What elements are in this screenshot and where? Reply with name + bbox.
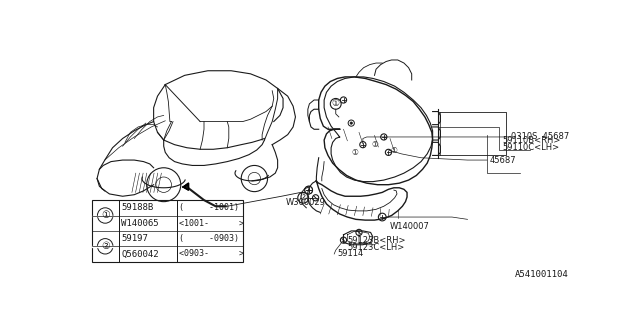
Text: ①: ① [101,211,109,220]
Text: 45687: 45687 [489,156,516,164]
Text: ①: ① [352,148,358,157]
Circle shape [378,213,386,221]
Circle shape [312,195,319,201]
Text: <1001-      >: <1001- > [179,219,244,228]
Bar [92,215,119,216]
Circle shape [298,192,308,203]
Text: ①: ① [390,146,397,155]
Text: Q560042: Q560042 [121,250,159,259]
Circle shape [340,97,347,103]
Circle shape [330,99,341,109]
Bar [92,246,119,247]
Circle shape [348,120,355,126]
Polygon shape [183,183,189,190]
Text: 59188B: 59188B [121,203,154,212]
Circle shape [97,239,113,254]
Text: (     -1001): ( -1001) [179,203,239,212]
Text: W140065: W140065 [121,219,159,228]
Circle shape [385,149,392,156]
Circle shape [360,141,366,148]
Text: 0310S  45687: 0310S 45687 [511,132,569,141]
Circle shape [381,134,387,140]
Text: 59123B<RH>: 59123B<RH> [348,236,406,244]
Text: W300029: W300029 [285,198,325,207]
Circle shape [97,208,113,223]
Text: 59197: 59197 [121,234,148,243]
Circle shape [340,237,347,243]
Text: ②: ② [299,193,307,202]
Text: (     -0903): ( -0903) [179,234,239,243]
Text: ①: ① [371,140,378,149]
Text: 59110C<LH>: 59110C<LH> [502,143,559,152]
Circle shape [350,122,353,124]
Text: 59110B<RH>: 59110B<RH> [502,136,561,145]
Text: 59114: 59114 [337,250,364,259]
Circle shape [305,186,312,194]
Text: ②: ② [101,241,109,251]
Circle shape [356,229,362,236]
Text: W140007: W140007 [390,222,430,231]
Text: 59123C<LH>: 59123C<LH> [348,243,404,252]
Text: <0903-      >: <0903- > [179,250,244,259]
Text: ①: ① [332,99,340,108]
Text: A541001104: A541001104 [515,270,568,279]
Bar [92,200,243,262]
